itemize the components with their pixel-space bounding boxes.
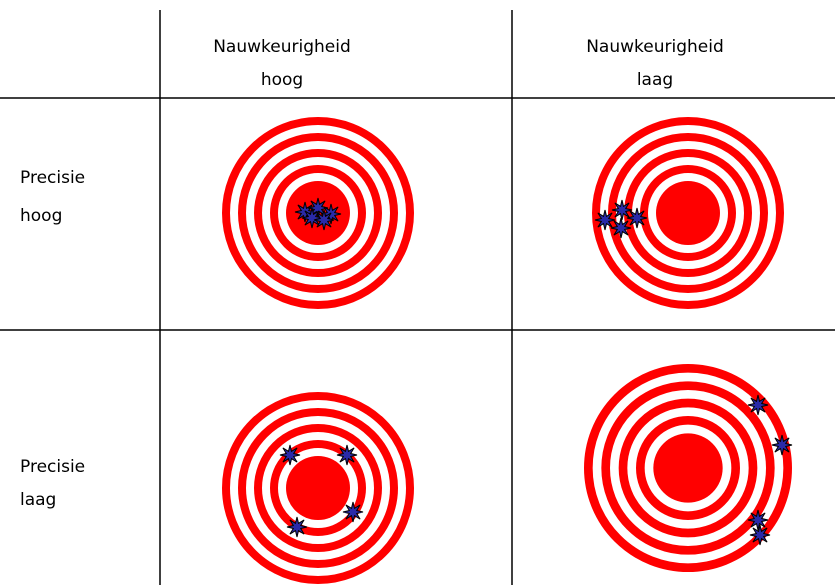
hit-mark [314,210,334,230]
target-center [656,181,720,245]
hit-mark [748,395,768,415]
hit-mark [287,517,307,537]
hit-mark [627,208,647,228]
hit-mark [772,435,792,455]
hit-mark [748,510,768,530]
hit-mark [343,502,363,522]
hit-mark [595,210,615,230]
column-header: Nauwkeurigheid [213,37,351,57]
hit-mark [337,445,357,465]
diagram: Nauwkeurigheid hoog Nauwkeurigheid laag … [0,0,835,585]
column-header: hoog [261,70,303,90]
column-header: laag [637,70,673,90]
hit-mark [611,218,631,238]
page: Nauwkeurigheid hoog Nauwkeurigheid laag … [0,0,835,585]
hit-mark [612,200,632,220]
hit-mark [280,445,300,465]
target-center [286,456,350,520]
row-header: Precisie [20,457,85,477]
target-center [653,433,722,502]
hit-mark [750,525,770,545]
row-header: Precisie [20,168,85,188]
row-header: laag [20,490,56,510]
row-header: hoog [20,206,62,226]
column-header: Nauwkeurigheid [586,37,724,57]
